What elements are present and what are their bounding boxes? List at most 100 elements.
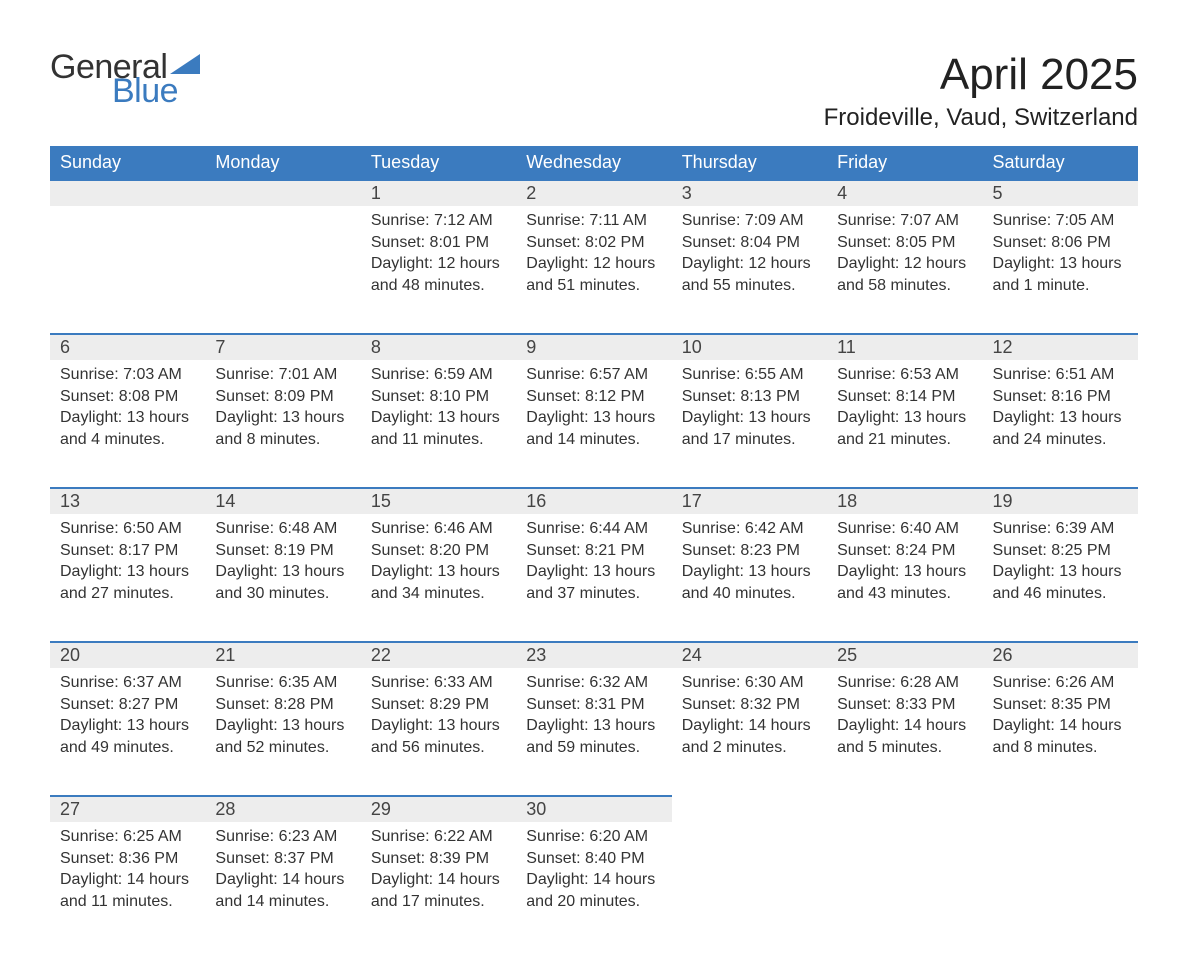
day-number-cell: 4 xyxy=(827,180,982,206)
sunset-line: Sunset: 8:37 PM xyxy=(215,850,333,867)
day-content-cell xyxy=(827,822,982,950)
daylight-line: Daylight: 12 hours and 48 minutes. xyxy=(371,255,500,294)
daylight-line: Daylight: 13 hours and 59 minutes. xyxy=(526,717,655,756)
day-number-cell: 15 xyxy=(361,488,516,514)
day-content-cell: Sunrise: 6:32 AMSunset: 8:31 PMDaylight:… xyxy=(516,668,671,796)
day-number-cell xyxy=(827,796,982,822)
day-number-cell: 1 xyxy=(361,180,516,206)
day-number-cell: 24 xyxy=(672,642,827,668)
sunset-line: Sunset: 8:25 PM xyxy=(993,542,1111,559)
sunset-line: Sunset: 8:10 PM xyxy=(371,388,489,405)
day-number-cell: 26 xyxy=(983,642,1138,668)
sunrise-line: Sunrise: 6:20 AM xyxy=(526,828,648,845)
daylight-line: Daylight: 13 hours and 21 minutes. xyxy=(837,409,966,448)
daylight-line: Daylight: 13 hours and 46 minutes. xyxy=(993,563,1122,602)
day-header: Monday xyxy=(205,146,360,180)
daylight-line: Daylight: 13 hours and 37 minutes. xyxy=(526,563,655,602)
day-content-cell: Sunrise: 6:48 AMSunset: 8:19 PMDaylight:… xyxy=(205,514,360,642)
day-content-cell: Sunrise: 6:26 AMSunset: 8:35 PMDaylight:… xyxy=(983,668,1138,796)
sunrise-line: Sunrise: 6:51 AM xyxy=(993,366,1115,383)
day-content-cell: Sunrise: 6:33 AM Sunset: 8:29 PM Daylight:… xyxy=(361,668,516,796)
day-content-cell: Sunrise: 6:20 AM Sunset: 8:40 PM Daylight:… xyxy=(516,822,671,950)
day-content-cell: Sunrise: 6:35 AMSunset: 8:28 PMDaylight:… xyxy=(205,668,360,796)
daylight-line: Daylight: 14 hours and 2 minutes. xyxy=(682,717,811,756)
day-content-cell: Sunrise: 6:28 AM Sunset: 8:33 PM Daylight:… xyxy=(827,668,982,796)
day-content-cell: Sunrise: 6:55 AMSunset: 8:13 PMDaylight:… xyxy=(672,360,827,488)
day-header: Saturday xyxy=(983,146,1138,180)
sunset-line: Sunset: 8:35 PM xyxy=(993,696,1111,713)
week-content-row: Sunrise: 6:50 AMSunset: 8:17 PMDaylight:… xyxy=(50,514,1138,642)
day-number-cell: 5 xyxy=(983,180,1138,206)
week-daynum-row: 20212223242526 xyxy=(50,642,1138,668)
week-daynum-row: 13141516171819 xyxy=(50,488,1138,514)
day-content-cell: Sunrise: 6:42 AMSunset: 8:23 PMDaylight:… xyxy=(672,514,827,642)
sunset-line: Sunset: 8:14 PM xyxy=(837,388,955,405)
sunrise-line: Sunrise: 7:11 AM xyxy=(526,212,647,229)
day-number-cell: 22 xyxy=(361,642,516,668)
daylight-line: Daylight: 13 hours and 34 minutes. xyxy=(371,563,500,602)
sunset-line: Sunset: 8:02 PM xyxy=(526,234,644,251)
day-number-cell: 16 xyxy=(516,488,671,514)
day-content-cell: Sunrise: 7:03 AMSunset: 8:08 PMDaylight:… xyxy=(50,360,205,488)
sunrise-line: Sunrise: 6:42 AM xyxy=(682,520,804,537)
sunrise-line: Sunrise: 6:28 AM xyxy=(837,674,959,691)
sunrise-line: Sunrise: 7:12 AM xyxy=(371,212,493,229)
sunrise-line: Sunrise: 6:57 AM xyxy=(526,366,648,383)
day-content-cell: Sunrise: 6:25 AM Sunset: 8:36 PM Daylight:… xyxy=(50,822,205,950)
location-label: Froideville, Vaud, Switzerland xyxy=(824,104,1138,132)
daylight-line: Daylight: 14 hours and 20 minutes. xyxy=(526,871,655,910)
sunrise-line: Sunrise: 6:32 AM xyxy=(526,674,648,691)
daylight-line: Daylight: 13 hours and 52 minutes. xyxy=(215,717,344,756)
week-content-row: Sunrise: 7:12 AMSunset: 8:01 PMDaylight:… xyxy=(50,206,1138,334)
day-number-cell: 17 xyxy=(672,488,827,514)
sunrise-line: Sunrise: 6:46 AM xyxy=(371,520,493,537)
daylight-line: Daylight: 13 hours and 27 minutes. xyxy=(60,563,189,602)
sunrise-line: Sunrise: 6:40 AM xyxy=(837,520,959,537)
day-content-cell xyxy=(672,822,827,950)
day-content-cell: Sunrise: 7:11 AM Sunset: 8:02 PM Daylight:… xyxy=(516,206,671,334)
logo: General Blue xyxy=(50,50,200,108)
sunset-line: Sunset: 8:36 PM xyxy=(60,850,178,867)
sunrise-line: Sunrise: 6:33 AM xyxy=(371,674,493,691)
day-number-cell: 6 xyxy=(50,334,205,360)
day-content-cell: Sunrise: 7:05 AMSunset: 8:06 PMDaylight:… xyxy=(983,206,1138,334)
week-content-row: Sunrise: 6:37 AMSunset: 8:27 PMDaylight:… xyxy=(50,668,1138,796)
day-content-cell: Sunrise: 7:07 AMSunset: 8:05 PMDaylight:… xyxy=(827,206,982,334)
day-header: Thursday xyxy=(672,146,827,180)
sunrise-line: Sunrise: 6:53 AM xyxy=(837,366,959,383)
sunrise-line: Sunrise: 6:50 AM xyxy=(60,520,182,537)
daylight-line: Daylight: 14 hours and 11 minutes. xyxy=(60,871,189,910)
day-number-cell: 13 xyxy=(50,488,205,514)
sunset-line: Sunset: 8:29 PM xyxy=(371,696,489,713)
daylight-line: Daylight: 12 hours and 51 minutes. xyxy=(526,255,655,294)
daylight-line: Daylight: 14 hours and 14 minutes. xyxy=(215,871,344,910)
day-content-cell: Sunrise: 7:12 AMSunset: 8:01 PMDaylight:… xyxy=(361,206,516,334)
day-number-cell: 27 xyxy=(50,796,205,822)
day-number-cell: 9 xyxy=(516,334,671,360)
day-header: Wednesday xyxy=(516,146,671,180)
daylight-line: Daylight: 12 hours and 55 minutes. xyxy=(682,255,811,294)
daylight-line: Daylight: 13 hours and 56 minutes. xyxy=(371,717,500,756)
sunrise-line: Sunrise: 6:22 AM xyxy=(371,828,493,845)
sunset-line: Sunset: 8:33 PM xyxy=(837,696,955,713)
sunrise-line: Sunrise: 7:03 AM xyxy=(60,366,182,383)
daylight-line: Daylight: 14 hours and 5 minutes. xyxy=(837,717,966,756)
day-content-cell: Sunrise: 6:23 AMSunset: 8:37 PMDaylight:… xyxy=(205,822,360,950)
sunset-line: Sunset: 8:39 PM xyxy=(371,850,489,867)
day-number-cell xyxy=(983,796,1138,822)
week-content-row: Sunrise: 7:03 AMSunset: 8:08 PMDaylight:… xyxy=(50,360,1138,488)
daylight-line: Daylight: 13 hours and 4 minutes. xyxy=(60,409,189,448)
day-content-cell: Sunrise: 7:01 AMSunset: 8:09 PMDaylight:… xyxy=(205,360,360,488)
sunset-line: Sunset: 8:40 PM xyxy=(526,850,644,867)
sunrise-line: Sunrise: 7:07 AM xyxy=(837,212,959,229)
calendar-thead: SundayMondayTuesdayWednesdayThursdayFrid… xyxy=(50,146,1138,180)
sunrise-line: Sunrise: 6:26 AM xyxy=(993,674,1115,691)
daylight-line: Daylight: 13 hours and 11 minutes. xyxy=(371,409,500,448)
daylight-line: Daylight: 13 hours and 1 minute. xyxy=(993,255,1122,294)
header: General Blue April 2025 Froideville, Vau… xyxy=(50,50,1138,132)
day-content-cell: Sunrise: 6:40 AMSunset: 8:24 PMDaylight:… xyxy=(827,514,982,642)
sunrise-line: Sunrise: 6:25 AM xyxy=(60,828,182,845)
day-number-cell xyxy=(50,180,205,206)
day-number-cell: 29 xyxy=(361,796,516,822)
day-header: Tuesday xyxy=(361,146,516,180)
